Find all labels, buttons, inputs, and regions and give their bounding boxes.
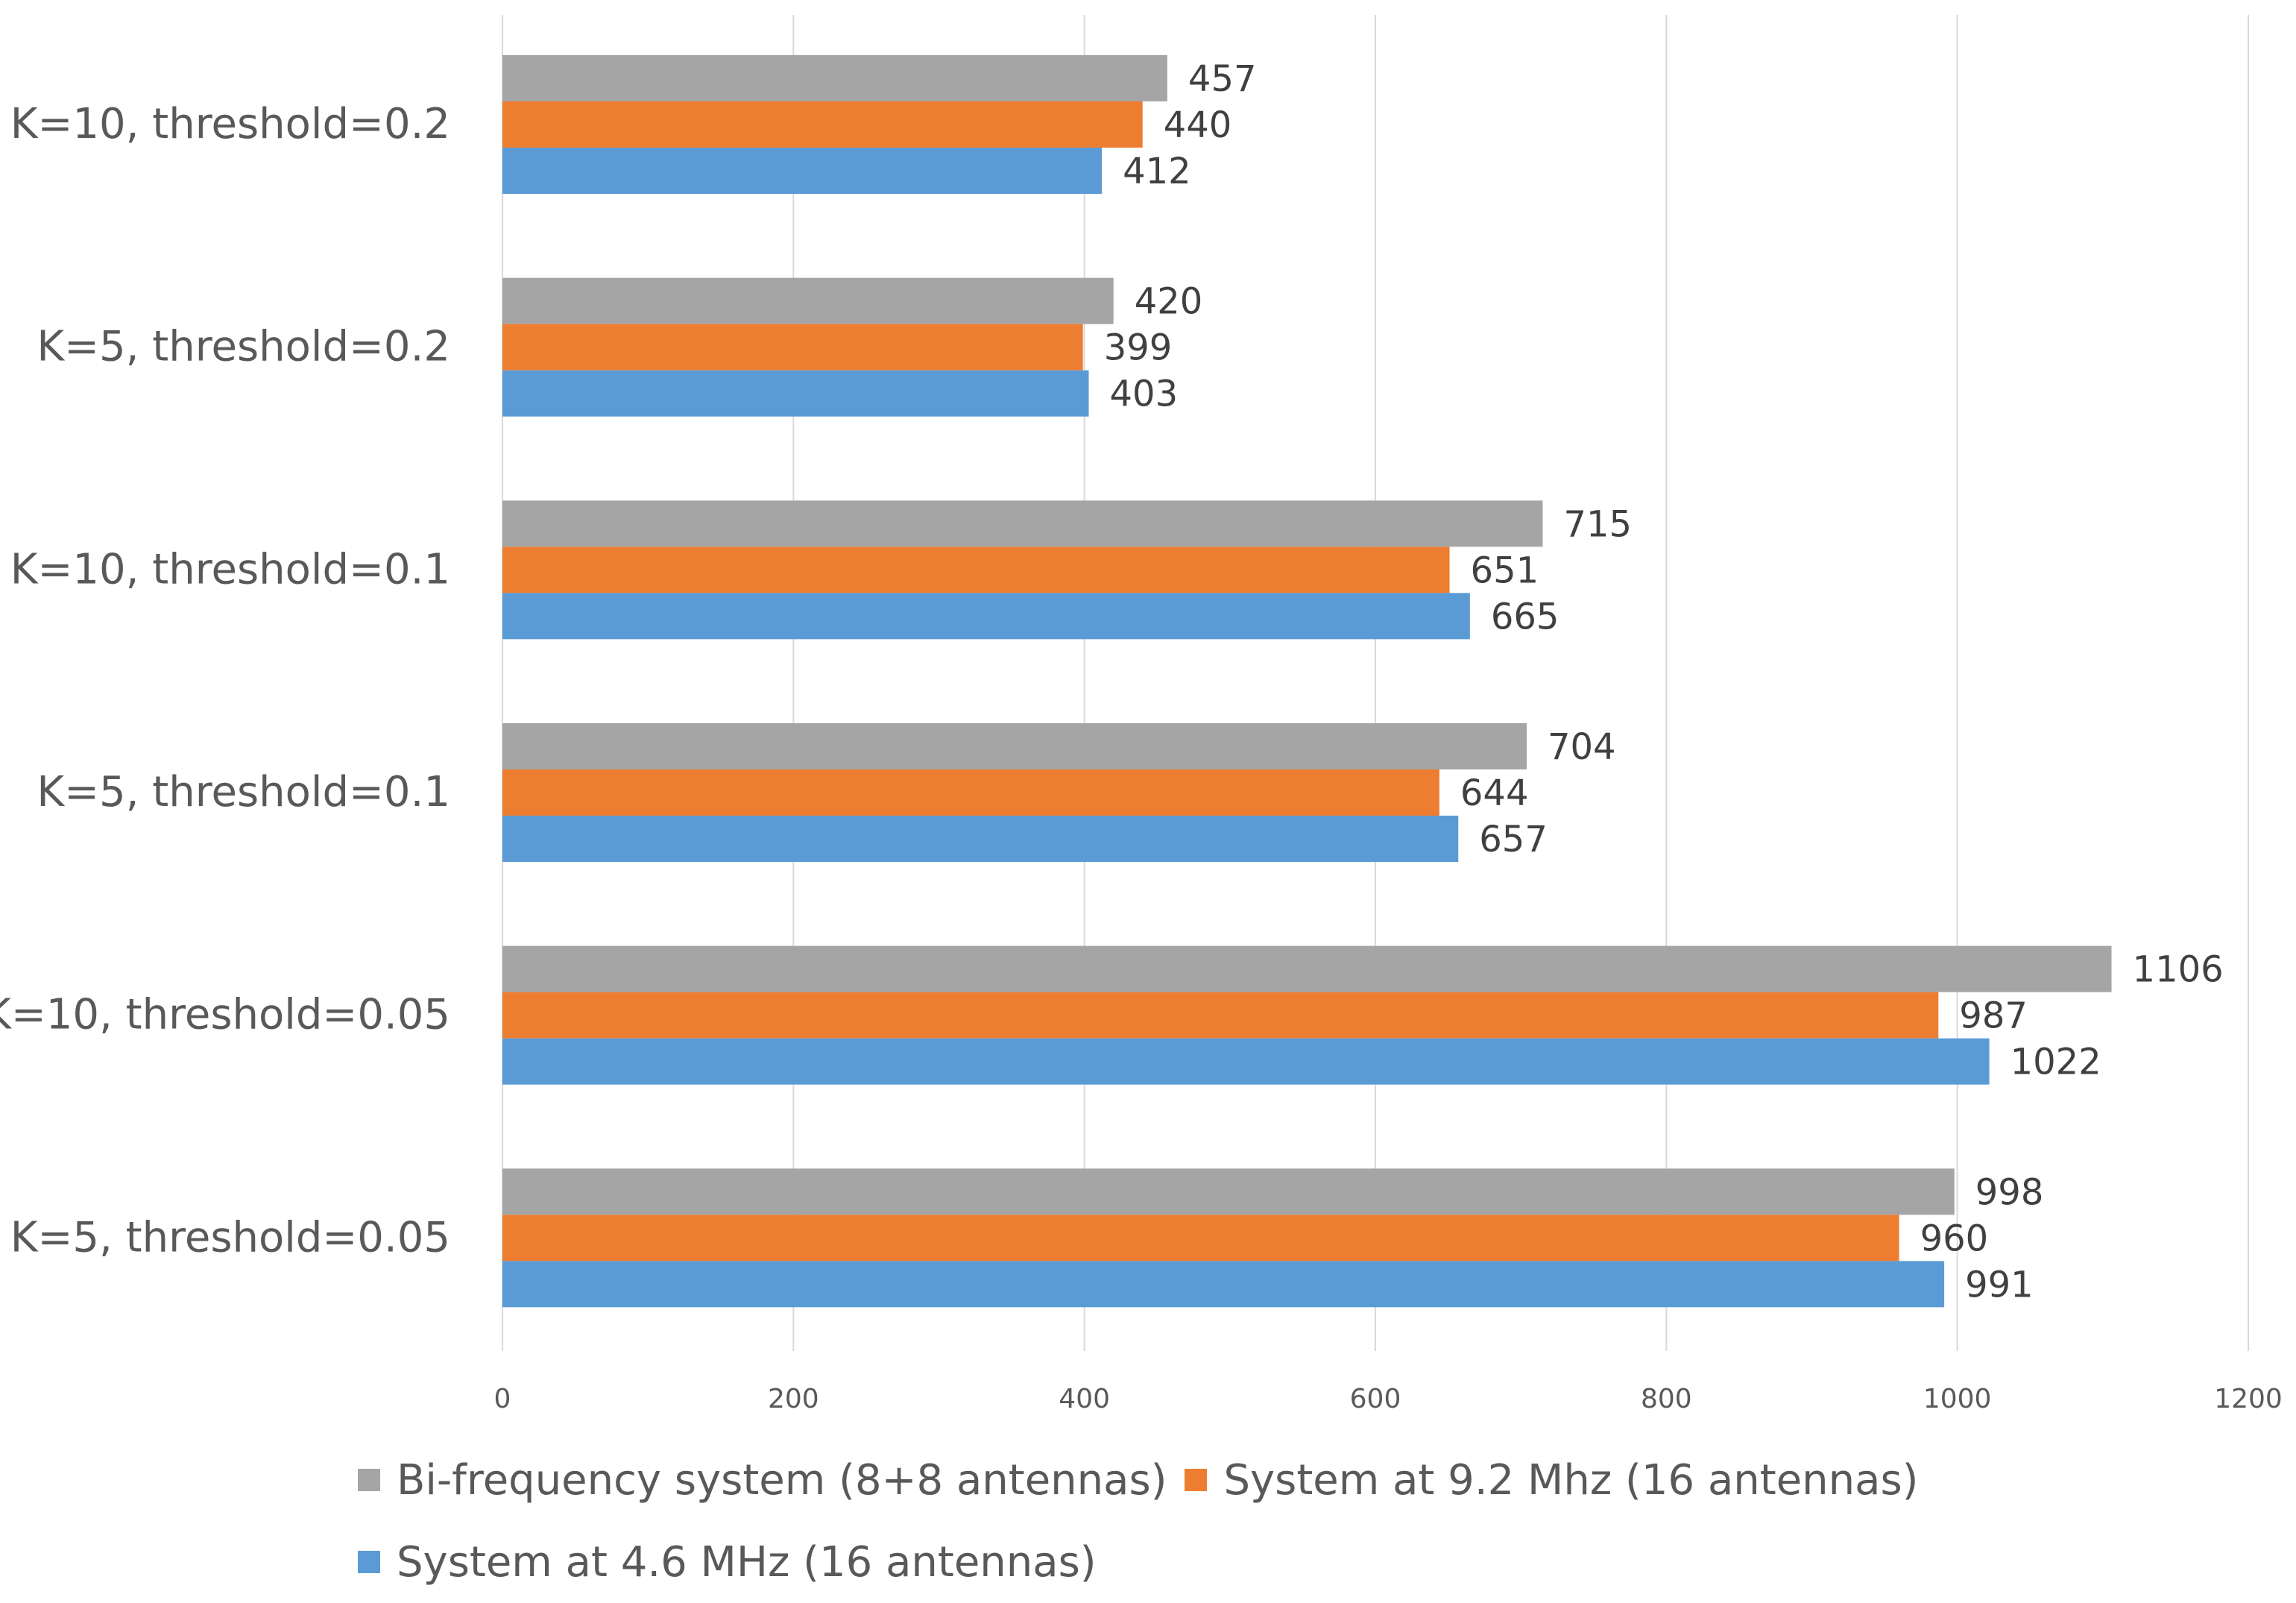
x-tick-label: 0 (494, 1384, 511, 1414)
data-label: 657 (1479, 819, 1548, 860)
legend-item-9-2-mhz: System at 9.2 Mhz (16 antennas) (1185, 1455, 1919, 1505)
bar (502, 55, 1167, 101)
bar (502, 992, 1939, 1039)
data-label: 420 (1135, 281, 1203, 323)
data-label: 412 (1123, 151, 1191, 192)
bar (502, 500, 1543, 547)
bar (502, 945, 2112, 992)
data-label: 715 (1563, 503, 1632, 545)
x-tick-label: 400 (1059, 1384, 1110, 1414)
category-label: K=5, threshold=0.2 (37, 323, 450, 371)
x-tick-label: 800 (1641, 1384, 1692, 1414)
data-label: 440 (1164, 104, 1232, 146)
data-label: 998 (1975, 1171, 2044, 1213)
data-label: 1106 (2133, 949, 2224, 991)
bar (502, 1168, 1955, 1215)
bar (502, 277, 1114, 324)
bar (502, 324, 1083, 371)
legend-label: System at 4.6 MHz (16 antennas) (397, 1537, 1097, 1587)
data-label: 651 (1471, 549, 1539, 591)
data-label: 987 (1959, 995, 2028, 1037)
bar (502, 1261, 1945, 1308)
bar (502, 148, 1103, 194)
legend-label: System at 9.2 Mhz (16 antennas) (1223, 1455, 1919, 1505)
legend-label: Bi-frequency system (8+8 antennas) (397, 1455, 1167, 1505)
category-label: K=5, threshold=0.1 (37, 768, 450, 816)
legend-item-bi-frequency: Bi-frequency system (8+8 antennas) (358, 1456, 1167, 1505)
data-label: 403 (1110, 374, 1179, 415)
legend-row-2: System at 4.6 MHz (16 antennas) (358, 1521, 2266, 1603)
bar (502, 370, 1089, 417)
bar (502, 547, 1450, 593)
bar (502, 1038, 1990, 1085)
legend-row-1: Bi-frequency system (8+8 antennas) Syste… (358, 1439, 2266, 1521)
data-label: 665 (1491, 596, 1559, 637)
bar (502, 593, 1470, 640)
x-tick-label: 1000 (1923, 1384, 1992, 1414)
data-label: 704 (1548, 726, 1616, 768)
data-label: 399 (1104, 327, 1173, 369)
bar (502, 769, 1439, 816)
category-label: K=5, threshold=0.05 (10, 1213, 450, 1262)
bar (502, 1215, 1899, 1262)
x-tick-label: 200 (768, 1384, 819, 1414)
data-label: 457 (1188, 58, 1257, 100)
legend-swatch (358, 1469, 380, 1491)
data-label: 991 (1965, 1264, 2034, 1306)
legend-swatch (1185, 1469, 1208, 1491)
bar (502, 723, 1527, 769)
x-tick-label: 600 (1350, 1384, 1401, 1414)
data-label: 960 (1920, 1218, 1989, 1259)
category-label: K=10, threshold=0.1 (10, 545, 450, 593)
data-label: 1022 (2010, 1042, 2101, 1083)
legend-item-4-6-mhz: System at 4.6 MHz (16 antennas) (358, 1538, 1097, 1587)
legend: Bi-frequency system (8+8 antennas) Syste… (358, 1439, 2266, 1603)
data-label: 644 (1460, 772, 1529, 814)
bar (502, 101, 1143, 148)
category-label: K=10, threshold=0.05 (0, 991, 450, 1039)
x-tick-label: 1200 (2214, 1384, 2283, 1414)
bar (502, 816, 1459, 862)
legend-swatch (358, 1551, 380, 1573)
category-label: K=10, threshold=0.2 (10, 100, 450, 148)
